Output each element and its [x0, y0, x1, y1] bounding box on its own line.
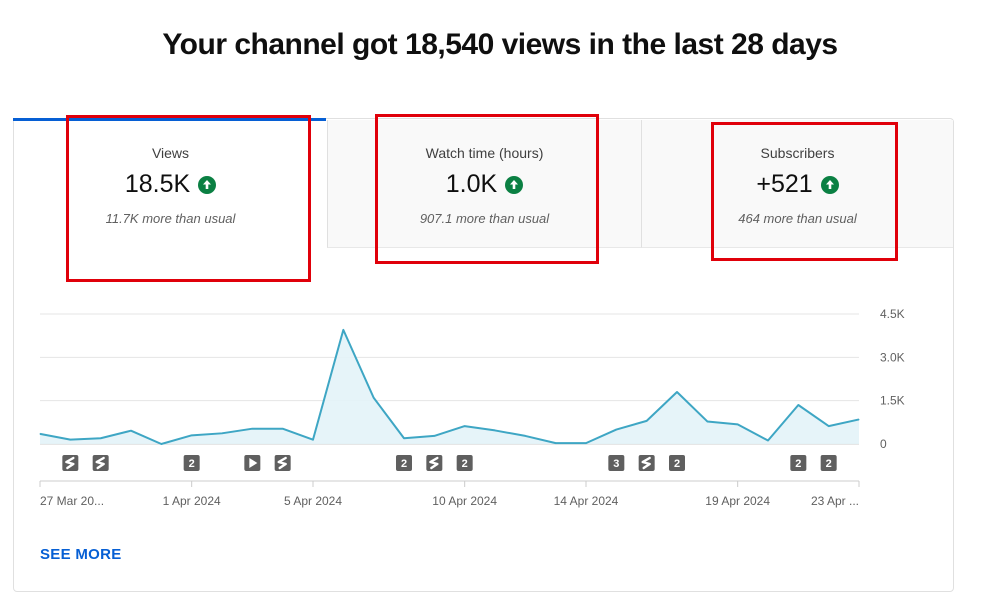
play-icon[interactable] — [244, 455, 261, 471]
x-tick-label: 1 Apr 2024 — [163, 494, 221, 508]
data-point — [221, 432, 223, 434]
upload-count: 2 — [189, 458, 195, 470]
shorts-icon[interactable] — [426, 455, 443, 471]
highlight-box-subscribers — [711, 122, 898, 261]
data-point — [433, 435, 435, 437]
data-point — [160, 443, 162, 445]
marker-box — [669, 455, 685, 471]
y-tick-label: 0 — [880, 437, 887, 451]
page-title: Your channel got 18,540 views in the las… — [162, 28, 838, 61]
x-tick-label: 19 Apr 2024 — [705, 494, 770, 508]
data-point — [585, 442, 587, 444]
tab-comparison-text: 11.7K more than usual — [105, 211, 236, 226]
data-point — [676, 391, 678, 393]
arrow-up-icon — [505, 175, 524, 194]
y-tick-label: 1.5K — [880, 394, 905, 408]
data-point — [828, 425, 830, 427]
data-point — [282, 428, 284, 430]
tab-label: Views — [151, 145, 190, 161]
tab-label: Subscribers — [760, 145, 835, 161]
x-tick-label: 27 Mar 20... — [40, 494, 104, 508]
tab-value: 1.0K — [445, 170, 498, 198]
play-glyph — [249, 458, 258, 468]
upload-count-badge[interactable]: 2 — [790, 455, 807, 471]
data-point — [494, 429, 496, 431]
data-point — [251, 428, 253, 430]
upload-count-badge[interactable]: 2 — [820, 455, 837, 471]
shorts-glyph — [641, 456, 651, 470]
shorts-glyph — [95, 456, 105, 470]
shorts-icon[interactable] — [92, 455, 109, 471]
tab-comparison-text: 907.1 more than usual — [419, 211, 550, 226]
upload-count: 3 — [613, 458, 619, 470]
marker-box — [820, 455, 837, 471]
marker-box — [608, 455, 625, 471]
data-point — [858, 418, 860, 420]
data-point — [403, 437, 405, 439]
tab-views[interactable]: Views 18.5K 11.7K more than usual — [14, 120, 327, 248]
upload-count-badge[interactable]: 2 — [669, 455, 685, 471]
see-more-link[interactable]: SEE MORE — [40, 546, 122, 563]
upload-count: 2 — [674, 458, 680, 470]
upload-count: 2 — [462, 458, 468, 470]
data-point — [737, 423, 739, 425]
upload-count-badge[interactable]: 2 — [183, 455, 200, 471]
tab-value: +521 — [756, 170, 813, 198]
data-point — [615, 429, 617, 431]
marker-box — [183, 455, 200, 471]
upload-count-badge[interactable]: 2 — [456, 455, 473, 471]
data-point — [39, 433, 41, 435]
data-point — [69, 439, 71, 441]
upload-count: 2 — [795, 458, 801, 470]
data-point — [464, 425, 466, 427]
tab-value: 18.5K — [124, 170, 191, 198]
data-point — [312, 439, 314, 441]
tab-comparison-text: 464 more than usual — [738, 211, 857, 226]
marker-box — [396, 455, 412, 471]
data-point — [373, 397, 375, 399]
data-point — [767, 440, 769, 442]
data-point — [646, 420, 648, 422]
data-point — [342, 329, 344, 331]
shorts-glyph — [277, 456, 287, 470]
highlight-box-watch-time — [375, 114, 599, 264]
tab-label: Watch time (hours) — [425, 145, 544, 161]
upload-count-badge[interactable]: 2 — [396, 455, 412, 471]
data-point — [797, 404, 799, 406]
shorts-glyph — [429, 456, 439, 470]
x-tick-label: 5 Apr 2024 — [284, 494, 342, 508]
upload-count-badge[interactable]: 3 — [608, 455, 625, 471]
upload-count: 2 — [401, 458, 407, 470]
y-tick-label: 4.5K — [880, 307, 905, 321]
x-tick-label: 10 Apr 2024 — [432, 494, 497, 508]
shorts-icon[interactable] — [62, 455, 79, 471]
y-tick-label: 3.0K — [880, 350, 905, 364]
data-point — [555, 442, 557, 444]
shorts-glyph — [65, 456, 75, 470]
shorts-icon[interactable] — [638, 455, 655, 471]
data-point — [706, 420, 708, 422]
data-point — [130, 430, 132, 432]
views-series-line — [39, 328, 860, 445]
x-tick-label: 23 Apr ... — [811, 494, 859, 508]
tab-watch-time[interactable]: Watch time (hours) 1.0K 907.1 more than … — [327, 120, 641, 248]
marker-box — [456, 455, 473, 471]
data-point — [524, 435, 526, 437]
upload-count: 2 — [826, 458, 832, 470]
arrow-up-icon — [820, 175, 839, 194]
highlight-box-views — [66, 115, 311, 282]
arrow-up-icon — [198, 175, 217, 194]
data-point — [100, 437, 102, 439]
active-tab-indicator — [13, 118, 326, 121]
shorts-icon[interactable] — [274, 455, 291, 471]
data-point — [191, 434, 193, 436]
views-area-fill — [40, 329, 859, 444]
x-tick-label: 14 Apr 2024 — [554, 494, 619, 508]
tab-subscribers[interactable]: Subscribers +521 464 more than usual — [641, 120, 953, 248]
marker-box — [790, 455, 807, 471]
